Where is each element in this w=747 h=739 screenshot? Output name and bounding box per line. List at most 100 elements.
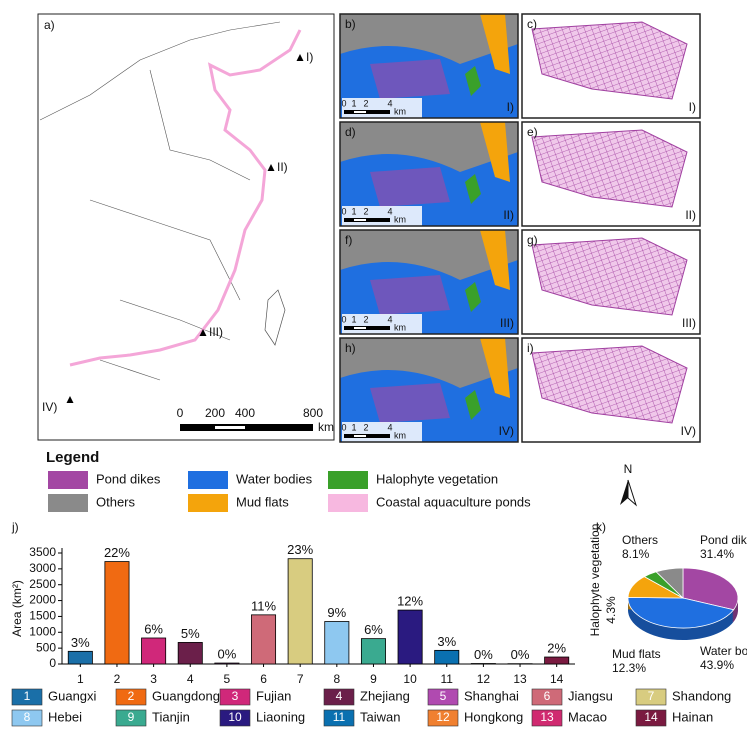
scale-bar bbox=[344, 110, 390, 114]
scale-label: 0 bbox=[177, 406, 184, 420]
legend-swatch bbox=[323, 688, 355, 706]
legend-label: Coastal aquaculture ponds bbox=[376, 494, 531, 509]
scale-bar-white bbox=[354, 327, 366, 329]
value-label: 8.1% bbox=[622, 547, 650, 561]
value-label: 23% bbox=[287, 542, 313, 557]
x-tick-label: 13 bbox=[513, 672, 527, 686]
value-label: 6% bbox=[144, 621, 163, 636]
legend-swatch bbox=[115, 709, 147, 727]
legend-swatch bbox=[219, 709, 251, 727]
bar bbox=[104, 561, 130, 665]
scale-unit: km bbox=[394, 430, 406, 440]
legend-swatch bbox=[115, 688, 147, 706]
coastline bbox=[69, 29, 302, 367]
taiwan bbox=[264, 289, 286, 346]
site-label: IV) bbox=[499, 424, 514, 438]
ponds bbox=[531, 237, 688, 316]
panel-frame bbox=[521, 121, 701, 227]
scale-bar bbox=[344, 218, 390, 222]
y-tick-label: 2000 bbox=[29, 593, 56, 607]
scale-bar-white bbox=[354, 435, 366, 437]
scale-label: 4 bbox=[387, 314, 392, 324]
scale-bar bbox=[180, 424, 313, 431]
vegetation bbox=[465, 390, 481, 420]
legend-label: Water bodies bbox=[236, 471, 313, 486]
scale-label: 1 bbox=[351, 314, 356, 324]
scale-label: 200 bbox=[205, 406, 225, 420]
vegetation bbox=[465, 174, 481, 204]
y-tick-label: 3000 bbox=[29, 561, 56, 575]
dikes bbox=[370, 383, 450, 423]
slice bbox=[655, 567, 684, 599]
legend-label: Liaoning bbox=[256, 709, 305, 724]
mudflat bbox=[480, 230, 510, 290]
panel-frame bbox=[521, 13, 701, 119]
panel-frame bbox=[521, 229, 701, 335]
site-label: III) bbox=[682, 316, 696, 330]
y-axis-label: Area (km²) bbox=[10, 580, 24, 637]
legend-swatch bbox=[427, 688, 459, 706]
scale-bar bbox=[344, 326, 390, 330]
bar bbox=[544, 656, 570, 665]
scale-label: 4 bbox=[387, 422, 392, 432]
value-label: 0% bbox=[511, 647, 530, 662]
panel-label: j) bbox=[11, 520, 19, 534]
legend-swatch bbox=[323, 709, 355, 727]
legend-number: 9 bbox=[128, 710, 135, 724]
y-tick-label: 0 bbox=[49, 656, 56, 670]
category-label: Halophyte vegetation bbox=[588, 524, 602, 637]
x-tick-label: 11 bbox=[441, 672, 454, 686]
value-label: 43.9% bbox=[700, 658, 734, 672]
ponds bbox=[531, 345, 688, 424]
scale-label: 0 bbox=[341, 422, 346, 432]
legend-label: Halophyte vegetation bbox=[376, 471, 498, 486]
x-tick-label: 14 bbox=[550, 672, 564, 686]
legend-label: Jiangsu bbox=[568, 688, 613, 703]
panel-label: f) bbox=[345, 233, 352, 247]
x-tick-label: 12 bbox=[477, 672, 491, 686]
legend-number: 14 bbox=[644, 710, 658, 724]
legend-label: Guangxi bbox=[48, 688, 97, 703]
scale-label: 0 bbox=[341, 314, 346, 324]
scale-label: 2 bbox=[363, 98, 368, 108]
value-label: 12.3% bbox=[612, 661, 646, 675]
legend-swatch bbox=[188, 494, 228, 512]
site-label: I) bbox=[306, 50, 313, 64]
ponds bbox=[531, 21, 688, 100]
legend-label: Pond dikes bbox=[96, 471, 161, 486]
mudflat bbox=[480, 338, 510, 398]
legend-number: 7 bbox=[648, 689, 655, 703]
x-tick-label: 2 bbox=[114, 672, 121, 686]
scale-label: 1 bbox=[351, 206, 356, 216]
scale-label: 1 bbox=[351, 422, 356, 432]
legend-label: Shandong bbox=[672, 688, 731, 703]
scale-bar-white bbox=[215, 426, 245, 429]
panel-label: i) bbox=[527, 341, 534, 355]
legend-number: 8 bbox=[24, 710, 31, 724]
site-label: II) bbox=[277, 160, 288, 174]
panel-frame bbox=[339, 121, 519, 227]
panel-label: b) bbox=[345, 17, 356, 31]
y-tick-label: 3500 bbox=[29, 545, 56, 559]
legend-number: 12 bbox=[436, 710, 450, 724]
site-marker bbox=[296, 54, 304, 61]
bar bbox=[434, 649, 460, 665]
legend-label: Tianjin bbox=[152, 709, 190, 724]
legend-swatch bbox=[531, 709, 563, 727]
category-label: Others bbox=[622, 533, 658, 547]
dikes bbox=[370, 167, 450, 207]
scale-label: 2 bbox=[363, 422, 368, 432]
scale-label: 400 bbox=[235, 406, 255, 420]
panel-label: k) bbox=[596, 520, 606, 534]
legend-swatch bbox=[11, 688, 43, 706]
slice bbox=[682, 567, 739, 611]
bar bbox=[214, 662, 240, 665]
category-label: Mud flats bbox=[612, 647, 661, 661]
bar bbox=[251, 614, 277, 665]
legend-label: Others bbox=[96, 494, 136, 509]
y-tick-label: 1500 bbox=[29, 609, 56, 623]
map-frame bbox=[37, 13, 335, 441]
borders bbox=[39, 21, 281, 381]
scale-label: 4 bbox=[387, 98, 392, 108]
